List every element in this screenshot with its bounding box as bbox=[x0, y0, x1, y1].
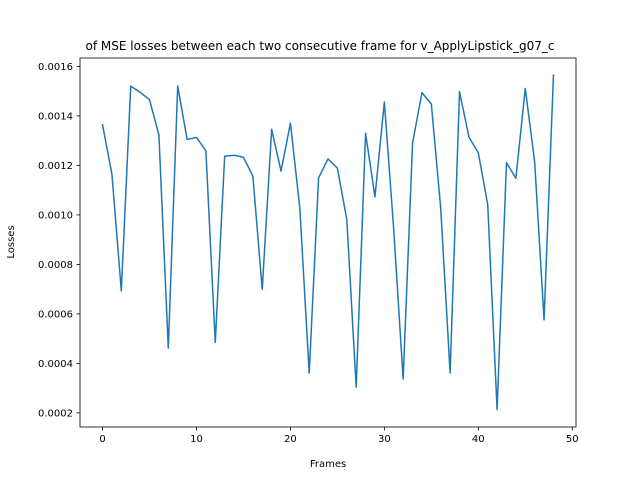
axes-background bbox=[80, 58, 576, 427]
x-tick-label: 10 bbox=[190, 434, 203, 445]
y-tick-label: 0.0004 bbox=[38, 359, 73, 370]
x-axis-label: Frames bbox=[310, 459, 346, 470]
y-tick-label: 0.0012 bbox=[38, 161, 73, 172]
chart-title: of MSE losses between each two consecuti… bbox=[86, 39, 555, 53]
plot-area bbox=[79, 57, 577, 428]
x-tick-label: 0 bbox=[99, 434, 105, 445]
x-tick-label: 50 bbox=[566, 434, 579, 445]
axes-frame bbox=[79, 57, 577, 428]
y-tick-label: 0.0002 bbox=[38, 408, 73, 419]
x-tick-label: 40 bbox=[472, 434, 485, 445]
data-line bbox=[101, 74, 555, 411]
y-tick-label: 0.0010 bbox=[38, 210, 73, 221]
y-axis-label: Losses bbox=[6, 225, 17, 258]
y-tick-label: 0.0016 bbox=[38, 62, 73, 73]
x-axis: 0 10 20 30 40 50 bbox=[99, 427, 579, 445]
y-tick-label: 0.0008 bbox=[38, 260, 73, 271]
x-tick-label: 30 bbox=[378, 434, 391, 445]
y-tick-label: 0.0006 bbox=[38, 309, 73, 320]
y-axis: 0.0002 0.0004 0.0006 0.0008 0.0010 0.0012 0.00… bbox=[38, 62, 80, 419]
x-tick-label: 20 bbox=[284, 434, 297, 445]
y-tick-label: 0.0014 bbox=[38, 111, 73, 122]
